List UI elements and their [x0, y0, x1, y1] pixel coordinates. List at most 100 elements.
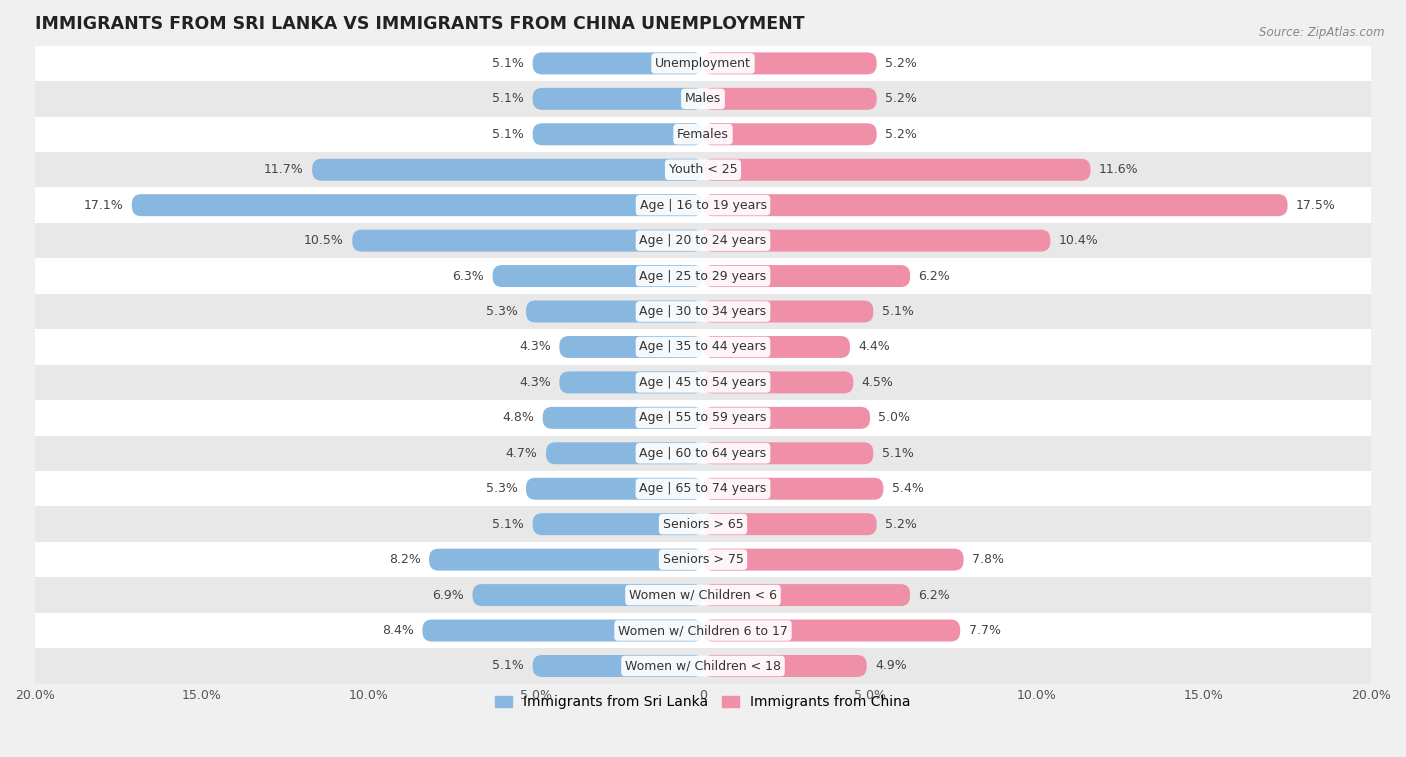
Text: Age | 16 to 19 years: Age | 16 to 19 years: [640, 198, 766, 212]
FancyBboxPatch shape: [526, 301, 703, 322]
FancyBboxPatch shape: [703, 336, 851, 358]
Text: 8.4%: 8.4%: [382, 624, 413, 637]
Text: 8.2%: 8.2%: [389, 553, 420, 566]
FancyBboxPatch shape: [543, 407, 703, 428]
Bar: [35, 400, 1371, 435]
FancyBboxPatch shape: [132, 195, 703, 217]
Legend: Immigrants from Sri Lanka, Immigrants from China: Immigrants from Sri Lanka, Immigrants fr…: [489, 690, 917, 715]
Text: 10.4%: 10.4%: [1059, 234, 1098, 247]
Text: 17.5%: 17.5%: [1296, 198, 1336, 212]
Bar: [35, 506, 1371, 542]
Text: 4.3%: 4.3%: [519, 376, 551, 389]
Text: Source: ZipAtlas.com: Source: ZipAtlas.com: [1260, 26, 1385, 39]
FancyBboxPatch shape: [703, 52, 877, 74]
FancyBboxPatch shape: [703, 619, 960, 641]
Text: 5.1%: 5.1%: [492, 659, 524, 672]
Text: Women w/ Children < 18: Women w/ Children < 18: [626, 659, 780, 672]
Text: Unemployment: Unemployment: [655, 57, 751, 70]
Text: 5.4%: 5.4%: [891, 482, 924, 495]
Text: 4.9%: 4.9%: [875, 659, 907, 672]
FancyBboxPatch shape: [560, 372, 703, 394]
Bar: [35, 648, 1371, 684]
FancyBboxPatch shape: [703, 584, 910, 606]
Bar: [35, 81, 1371, 117]
FancyBboxPatch shape: [703, 442, 873, 464]
Text: Age | 45 to 54 years: Age | 45 to 54 years: [640, 376, 766, 389]
FancyBboxPatch shape: [703, 159, 1091, 181]
Bar: [35, 471, 1371, 506]
FancyBboxPatch shape: [429, 549, 703, 571]
Bar: [35, 45, 1371, 81]
Text: 5.1%: 5.1%: [882, 305, 914, 318]
Bar: [35, 152, 1371, 188]
FancyBboxPatch shape: [472, 584, 703, 606]
Text: 7.8%: 7.8%: [972, 553, 1004, 566]
FancyBboxPatch shape: [533, 123, 703, 145]
Text: 7.7%: 7.7%: [969, 624, 1001, 637]
Bar: [35, 435, 1371, 471]
Text: Females: Females: [678, 128, 728, 141]
Text: 11.6%: 11.6%: [1099, 164, 1139, 176]
FancyBboxPatch shape: [703, 265, 910, 287]
Bar: [35, 294, 1371, 329]
Text: Age | 30 to 34 years: Age | 30 to 34 years: [640, 305, 766, 318]
Text: Women w/ Children < 6: Women w/ Children < 6: [628, 589, 778, 602]
FancyBboxPatch shape: [703, 655, 866, 677]
Text: 5.2%: 5.2%: [884, 92, 917, 105]
Text: Age | 60 to 64 years: Age | 60 to 64 years: [640, 447, 766, 459]
Text: 5.1%: 5.1%: [492, 518, 524, 531]
Text: IMMIGRANTS FROM SRI LANKA VS IMMIGRANTS FROM CHINA UNEMPLOYMENT: IMMIGRANTS FROM SRI LANKA VS IMMIGRANTS …: [35, 15, 804, 33]
Text: Males: Males: [685, 92, 721, 105]
Text: 5.0%: 5.0%: [879, 411, 910, 425]
FancyBboxPatch shape: [703, 123, 877, 145]
Text: Seniors > 75: Seniors > 75: [662, 553, 744, 566]
Text: Seniors > 65: Seniors > 65: [662, 518, 744, 531]
Bar: [35, 578, 1371, 613]
Bar: [35, 365, 1371, 400]
Bar: [35, 542, 1371, 578]
FancyBboxPatch shape: [353, 229, 703, 251]
Text: 4.7%: 4.7%: [506, 447, 537, 459]
Bar: [35, 188, 1371, 223]
Text: 5.1%: 5.1%: [492, 128, 524, 141]
Text: 5.3%: 5.3%: [485, 482, 517, 495]
Text: Youth < 25: Youth < 25: [669, 164, 737, 176]
Text: Age | 20 to 24 years: Age | 20 to 24 years: [640, 234, 766, 247]
FancyBboxPatch shape: [703, 549, 963, 571]
Text: 6.2%: 6.2%: [918, 269, 950, 282]
FancyBboxPatch shape: [703, 407, 870, 428]
FancyBboxPatch shape: [533, 52, 703, 74]
FancyBboxPatch shape: [703, 513, 877, 535]
Text: 6.9%: 6.9%: [433, 589, 464, 602]
Text: 5.3%: 5.3%: [485, 305, 517, 318]
Bar: [35, 329, 1371, 365]
Text: 4.8%: 4.8%: [502, 411, 534, 425]
Text: 6.3%: 6.3%: [453, 269, 484, 282]
Text: 4.4%: 4.4%: [858, 341, 890, 354]
Text: 5.1%: 5.1%: [492, 92, 524, 105]
Text: Age | 65 to 74 years: Age | 65 to 74 years: [640, 482, 766, 495]
Text: 6.2%: 6.2%: [918, 589, 950, 602]
FancyBboxPatch shape: [492, 265, 703, 287]
FancyBboxPatch shape: [703, 88, 877, 110]
Text: Women w/ Children 6 to 17: Women w/ Children 6 to 17: [619, 624, 787, 637]
Text: 5.2%: 5.2%: [884, 518, 917, 531]
Bar: [35, 117, 1371, 152]
Text: 5.1%: 5.1%: [492, 57, 524, 70]
Bar: [35, 613, 1371, 648]
FancyBboxPatch shape: [526, 478, 703, 500]
Text: 10.5%: 10.5%: [304, 234, 344, 247]
FancyBboxPatch shape: [546, 442, 703, 464]
Text: 5.1%: 5.1%: [882, 447, 914, 459]
FancyBboxPatch shape: [703, 195, 1288, 217]
FancyBboxPatch shape: [533, 655, 703, 677]
Text: 11.7%: 11.7%: [264, 164, 304, 176]
Text: 4.5%: 4.5%: [862, 376, 894, 389]
FancyBboxPatch shape: [703, 229, 1050, 251]
FancyBboxPatch shape: [533, 513, 703, 535]
FancyBboxPatch shape: [422, 619, 703, 641]
FancyBboxPatch shape: [560, 336, 703, 358]
FancyBboxPatch shape: [703, 372, 853, 394]
Text: Age | 55 to 59 years: Age | 55 to 59 years: [640, 411, 766, 425]
FancyBboxPatch shape: [312, 159, 703, 181]
